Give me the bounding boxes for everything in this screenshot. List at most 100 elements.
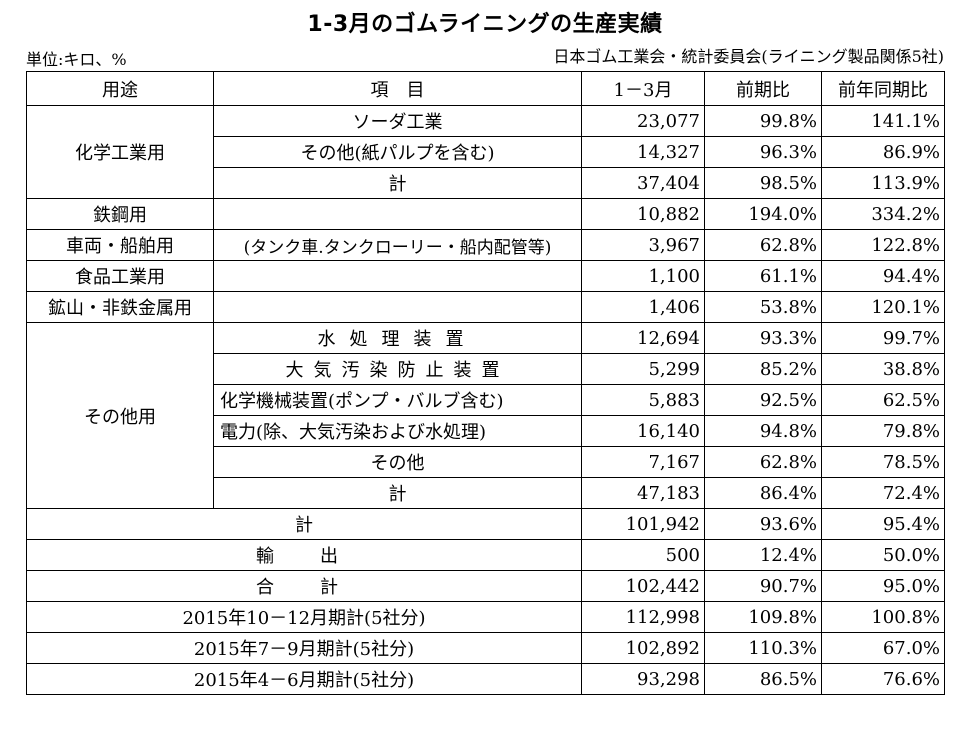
yoy-cell: 76.6%	[821, 663, 945, 695]
item-cell: 計	[213, 167, 582, 199]
history-label: 2015年4－6月期計(5社分)	[26, 663, 582, 695]
yoy-cell: 62.5%	[821, 384, 945, 416]
total-row: 合 計 102,442 90.7% 95.0%	[26, 570, 945, 602]
value-cell: 10,882	[581, 198, 705, 230]
category-food: 食品工業用	[26, 260, 214, 292]
history-row: 2015年10－12月期計(5社分) 112,998 109.8% 100.8%	[26, 601, 945, 633]
value-cell: 500	[581, 539, 705, 571]
item-cell: 化学機械装置(ポンプ・バルブ含む)	[213, 384, 582, 416]
value-cell: 101,942	[581, 508, 705, 540]
unit-label: 単位:キロ、%	[26, 50, 127, 69]
yoy-cell: 86.9%	[821, 136, 945, 168]
qoq-cell: 110.3%	[704, 632, 822, 664]
table-row: 電力(除、大気汚染および水処理) 16,140 94.8% 79.8%	[27, 415, 945, 447]
table-row: その他用 水処理装置 12,694 93.3% 99.7%	[26, 322, 945, 509]
item-cell: 水処理装置	[213, 322, 582, 354]
qoq-cell: 53.8%	[704, 291, 822, 323]
header-use: 用途	[26, 71, 214, 106]
qoq-cell: 94.8%	[704, 415, 822, 447]
table-row: 化学工業用 ソーダ工業 23,077 99.8% 141.1%	[26, 105, 945, 199]
header-yoy: 前年同期比	[821, 71, 945, 106]
item-cell: (タンク車.タンクローリー・船内配管等)	[213, 229, 582, 261]
yoy-cell: 38.8%	[821, 353, 945, 385]
history-label: 2015年7－9月期計(5社分)	[26, 632, 582, 664]
yoy-cell: 120.1%	[821, 291, 945, 323]
qoq-cell: 98.5%	[704, 167, 822, 199]
yoy-cell: 334.2%	[821, 198, 945, 230]
history-row: 2015年4－6月期計(5社分) 93,298 86.5% 76.6%	[26, 663, 945, 695]
qoq-cell: 85.2%	[704, 353, 822, 385]
source-label: 日本ゴム工業会・統計委員会(ライニング製品関係5社)	[553, 47, 944, 66]
value-cell: 47,183	[581, 477, 705, 509]
yoy-cell: 50.0%	[821, 539, 945, 571]
yoy-cell: 122.8%	[821, 229, 945, 261]
qoq-cell: 12.4%	[704, 539, 822, 571]
qoq-cell: 96.3%	[704, 136, 822, 168]
value-cell: 102,442	[581, 570, 705, 602]
value-cell: 3,967	[581, 229, 705, 261]
qoq-cell: 99.8%	[704, 105, 822, 137]
item-cell	[213, 198, 582, 230]
table-row: 車両・船舶用 (タンク車.タンクローリー・船内配管等) 3,967 62.8% …	[26, 229, 945, 261]
value-cell: 5,299	[581, 353, 705, 385]
total-label: 合 計	[26, 570, 582, 602]
header-period: 1－3月	[581, 71, 705, 106]
yoy-cell: 94.4%	[821, 260, 945, 292]
item-cell: 計	[213, 477, 582, 509]
production-table: 用途 項 目 1－3月 前期比 前年同期比 化学工業用 ソーダ工業 23,077…	[26, 71, 945, 695]
value-cell: 14,327	[581, 136, 705, 168]
value-cell: 93,298	[581, 663, 705, 695]
value-cell: 102,892	[581, 632, 705, 664]
yoy-cell: 141.1%	[821, 105, 945, 137]
qoq-cell: 92.5%	[704, 384, 822, 416]
yoy-cell: 95.0%	[821, 570, 945, 602]
yoy-cell: 67.0%	[821, 632, 945, 664]
qoq-cell: 62.8%	[704, 229, 822, 261]
item-cell: ソーダ工業	[213, 105, 582, 137]
category-other: その他用	[26, 322, 214, 509]
table-row: 大気汚染防止装置 5,299 85.2% 38.8%	[27, 353, 945, 385]
table-row: 計 47,183 86.4% 72.4%	[27, 477, 945, 509]
history-row: 2015年7－9月期計(5社分) 102,892 110.3% 67.0%	[26, 632, 945, 664]
yoy-cell: 95.4%	[821, 508, 945, 540]
value-cell: 1,100	[581, 260, 705, 292]
qoq-cell: 61.1%	[704, 260, 822, 292]
qoq-cell: 86.5%	[704, 663, 822, 695]
item-cell	[213, 260, 582, 292]
yoy-cell: 78.5%	[821, 446, 945, 478]
page-title: 1-3月のゴムライニングの生産実績	[307, 12, 663, 37]
yoy-cell: 72.4%	[821, 477, 945, 509]
category-mining: 鉱山・非鉄金属用	[26, 291, 214, 323]
qoq-cell: 109.8%	[704, 601, 822, 633]
header-row: 用途 項 目 1－3月 前期比 前年同期比	[26, 71, 945, 106]
value-cell: 23,077	[581, 105, 705, 137]
qoq-cell: 90.7%	[704, 570, 822, 602]
item-cell: 電力(除、大気汚染および水処理)	[213, 415, 582, 447]
qoq-cell: 93.3%	[704, 322, 822, 354]
yoy-cell: 79.8%	[821, 415, 945, 447]
value-cell: 7,167	[581, 446, 705, 478]
value-cell: 37,404	[581, 167, 705, 199]
table-row: その他(紙パルプを含む) 14,327 96.3% 86.9%	[27, 136, 945, 168]
history-label: 2015年10－12月期計(5社分)	[26, 601, 582, 633]
item-cell	[213, 291, 582, 323]
export-label: 輸 出	[26, 539, 582, 571]
table-row: 鉄鋼用 10,882 194.0% 334.2%	[26, 198, 945, 230]
value-cell: 12,694	[581, 322, 705, 354]
value-cell: 1,406	[581, 291, 705, 323]
table-row: 化学機械装置(ポンプ・バルブ含む) 5,883 92.5% 62.5%	[27, 384, 945, 416]
item-cell: その他	[213, 446, 582, 478]
yoy-cell: 100.8%	[821, 601, 945, 633]
qoq-cell: 93.6%	[704, 508, 822, 540]
subtotal-label: 計	[26, 508, 582, 540]
yoy-cell: 113.9%	[821, 167, 945, 199]
item-cell: その他(紙パルプを含む)	[213, 136, 582, 168]
table-row: その他 7,167 62.8% 78.5%	[27, 446, 945, 478]
category-chem: 化学工業用	[26, 105, 214, 199]
item-cell: 大気汚染防止装置	[213, 353, 582, 385]
qoq-cell: 86.4%	[704, 477, 822, 509]
category-vehicle: 車両・船舶用	[26, 229, 214, 261]
value-cell: 112,998	[581, 601, 705, 633]
header-item: 項 目	[213, 71, 582, 106]
table-row: 鉱山・非鉄金属用 1,406 53.8% 120.1%	[26, 291, 945, 323]
